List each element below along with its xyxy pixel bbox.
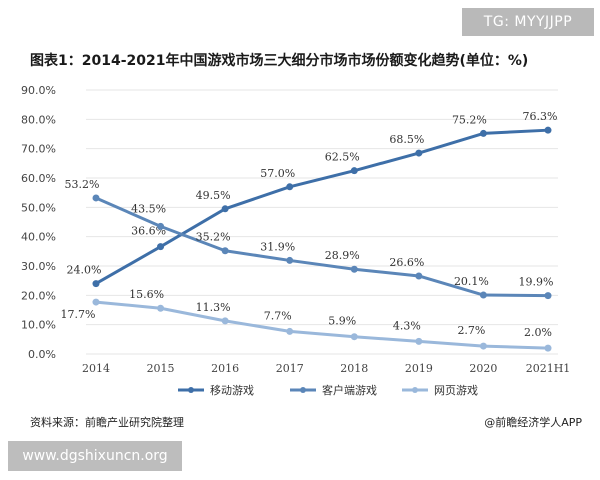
data-label: 2.0% (524, 326, 552, 339)
data-point (415, 272, 423, 280)
data-point (286, 327, 294, 335)
data-label: 28.9% (325, 249, 360, 262)
source-note: 资料来源：前瞻产业研究院整理 (30, 416, 184, 429)
legend-label: 客户端游戏 (322, 383, 377, 397)
data-label: 15.6% (129, 288, 164, 301)
data-point (350, 167, 358, 175)
series-line-1 (94, 128, 550, 286)
data-label: 20.1% (454, 275, 489, 288)
data-label: 57.0% (260, 167, 295, 180)
data-point (415, 149, 423, 157)
data-point (157, 222, 165, 230)
data-point (544, 292, 552, 300)
data-label: 17.7% (61, 308, 96, 321)
credit-note: @前瞻经济学人APP (484, 416, 582, 429)
legend-marker (412, 387, 418, 393)
tg-watermark-badge: TG: MYYJJPP (462, 8, 594, 36)
data-point (92, 298, 100, 306)
legend-label: 移动游戏 (210, 384, 254, 397)
series-line-3 (94, 300, 550, 350)
y-tick-label: 80.0% (21, 113, 56, 126)
data-label: 26.6% (389, 256, 424, 269)
data-label: 62.5% (325, 151, 360, 164)
data-point (350, 265, 358, 273)
data-label: 43.5% (131, 202, 166, 215)
data-point (350, 333, 358, 341)
x-tick-label: 2018 (340, 362, 368, 375)
data-point (479, 129, 487, 137)
y-tick-label: 30.0% (21, 260, 56, 273)
legend-marker (188, 387, 194, 393)
x-tick-label: 2016 (211, 362, 239, 375)
data-label: 75.2% (452, 113, 487, 126)
data-point (544, 344, 552, 352)
data-label: 7.7% (264, 309, 292, 322)
data-point (92, 280, 100, 288)
site-watermark-badge: www.dgshixuncn.org (8, 441, 182, 471)
y-tick-label: 0.0% (28, 348, 56, 361)
data-label: 5.9% (328, 315, 356, 328)
data-point (221, 205, 229, 213)
data-label: 36.6% (131, 225, 166, 238)
data-label: 68.5% (389, 133, 424, 146)
x-tick-label: 2019 (405, 362, 433, 375)
x-tick-label: 2021H1 (526, 362, 571, 375)
data-point (221, 317, 229, 325)
data-point (479, 291, 487, 299)
data-label: 24.0% (67, 264, 102, 277)
legend-label: 网页游戏 (434, 384, 478, 397)
y-tick-label: 10.0% (21, 319, 56, 332)
x-tick-label: 2017 (276, 362, 304, 375)
data-label: 4.3% (393, 319, 421, 332)
data-point (286, 256, 294, 264)
legend-marker (300, 387, 306, 393)
data-point (221, 247, 229, 255)
y-tick-label: 20.0% (21, 289, 56, 302)
y-tick-label: 50.0% (21, 201, 56, 214)
data-label: 11.3% (196, 301, 231, 314)
x-tick-label: 2020 (469, 362, 497, 375)
data-point (92, 194, 100, 202)
data-label: 2.7% (457, 324, 485, 337)
y-tick-label: 70.0% (21, 143, 56, 156)
data-point (157, 304, 165, 312)
y-tick-label: 40.0% (21, 231, 56, 244)
x-tick-label: 2014 (82, 362, 110, 375)
y-tick-label: 90.0% (21, 84, 56, 97)
data-label: 53.2% (65, 178, 100, 191)
data-point (544, 126, 552, 134)
data-label: 31.9% (260, 240, 295, 253)
data-label: 49.5% (196, 189, 231, 202)
chart-title: 图表1：2014-2021年中国游戏市场三大细分市场市场份额变化趋势(单位：%) (30, 53, 529, 69)
data-label: 76.3% (523, 110, 558, 123)
data-point (157, 243, 165, 251)
data-point (415, 337, 423, 345)
data-point (286, 183, 294, 191)
data-label: 35.2% (196, 231, 231, 244)
x-tick-label: 2015 (147, 362, 175, 375)
series-line-2 (94, 196, 550, 298)
y-tick-label: 60.0% (21, 172, 56, 185)
data-label: 19.9% (519, 276, 554, 289)
data-point (479, 342, 487, 350)
